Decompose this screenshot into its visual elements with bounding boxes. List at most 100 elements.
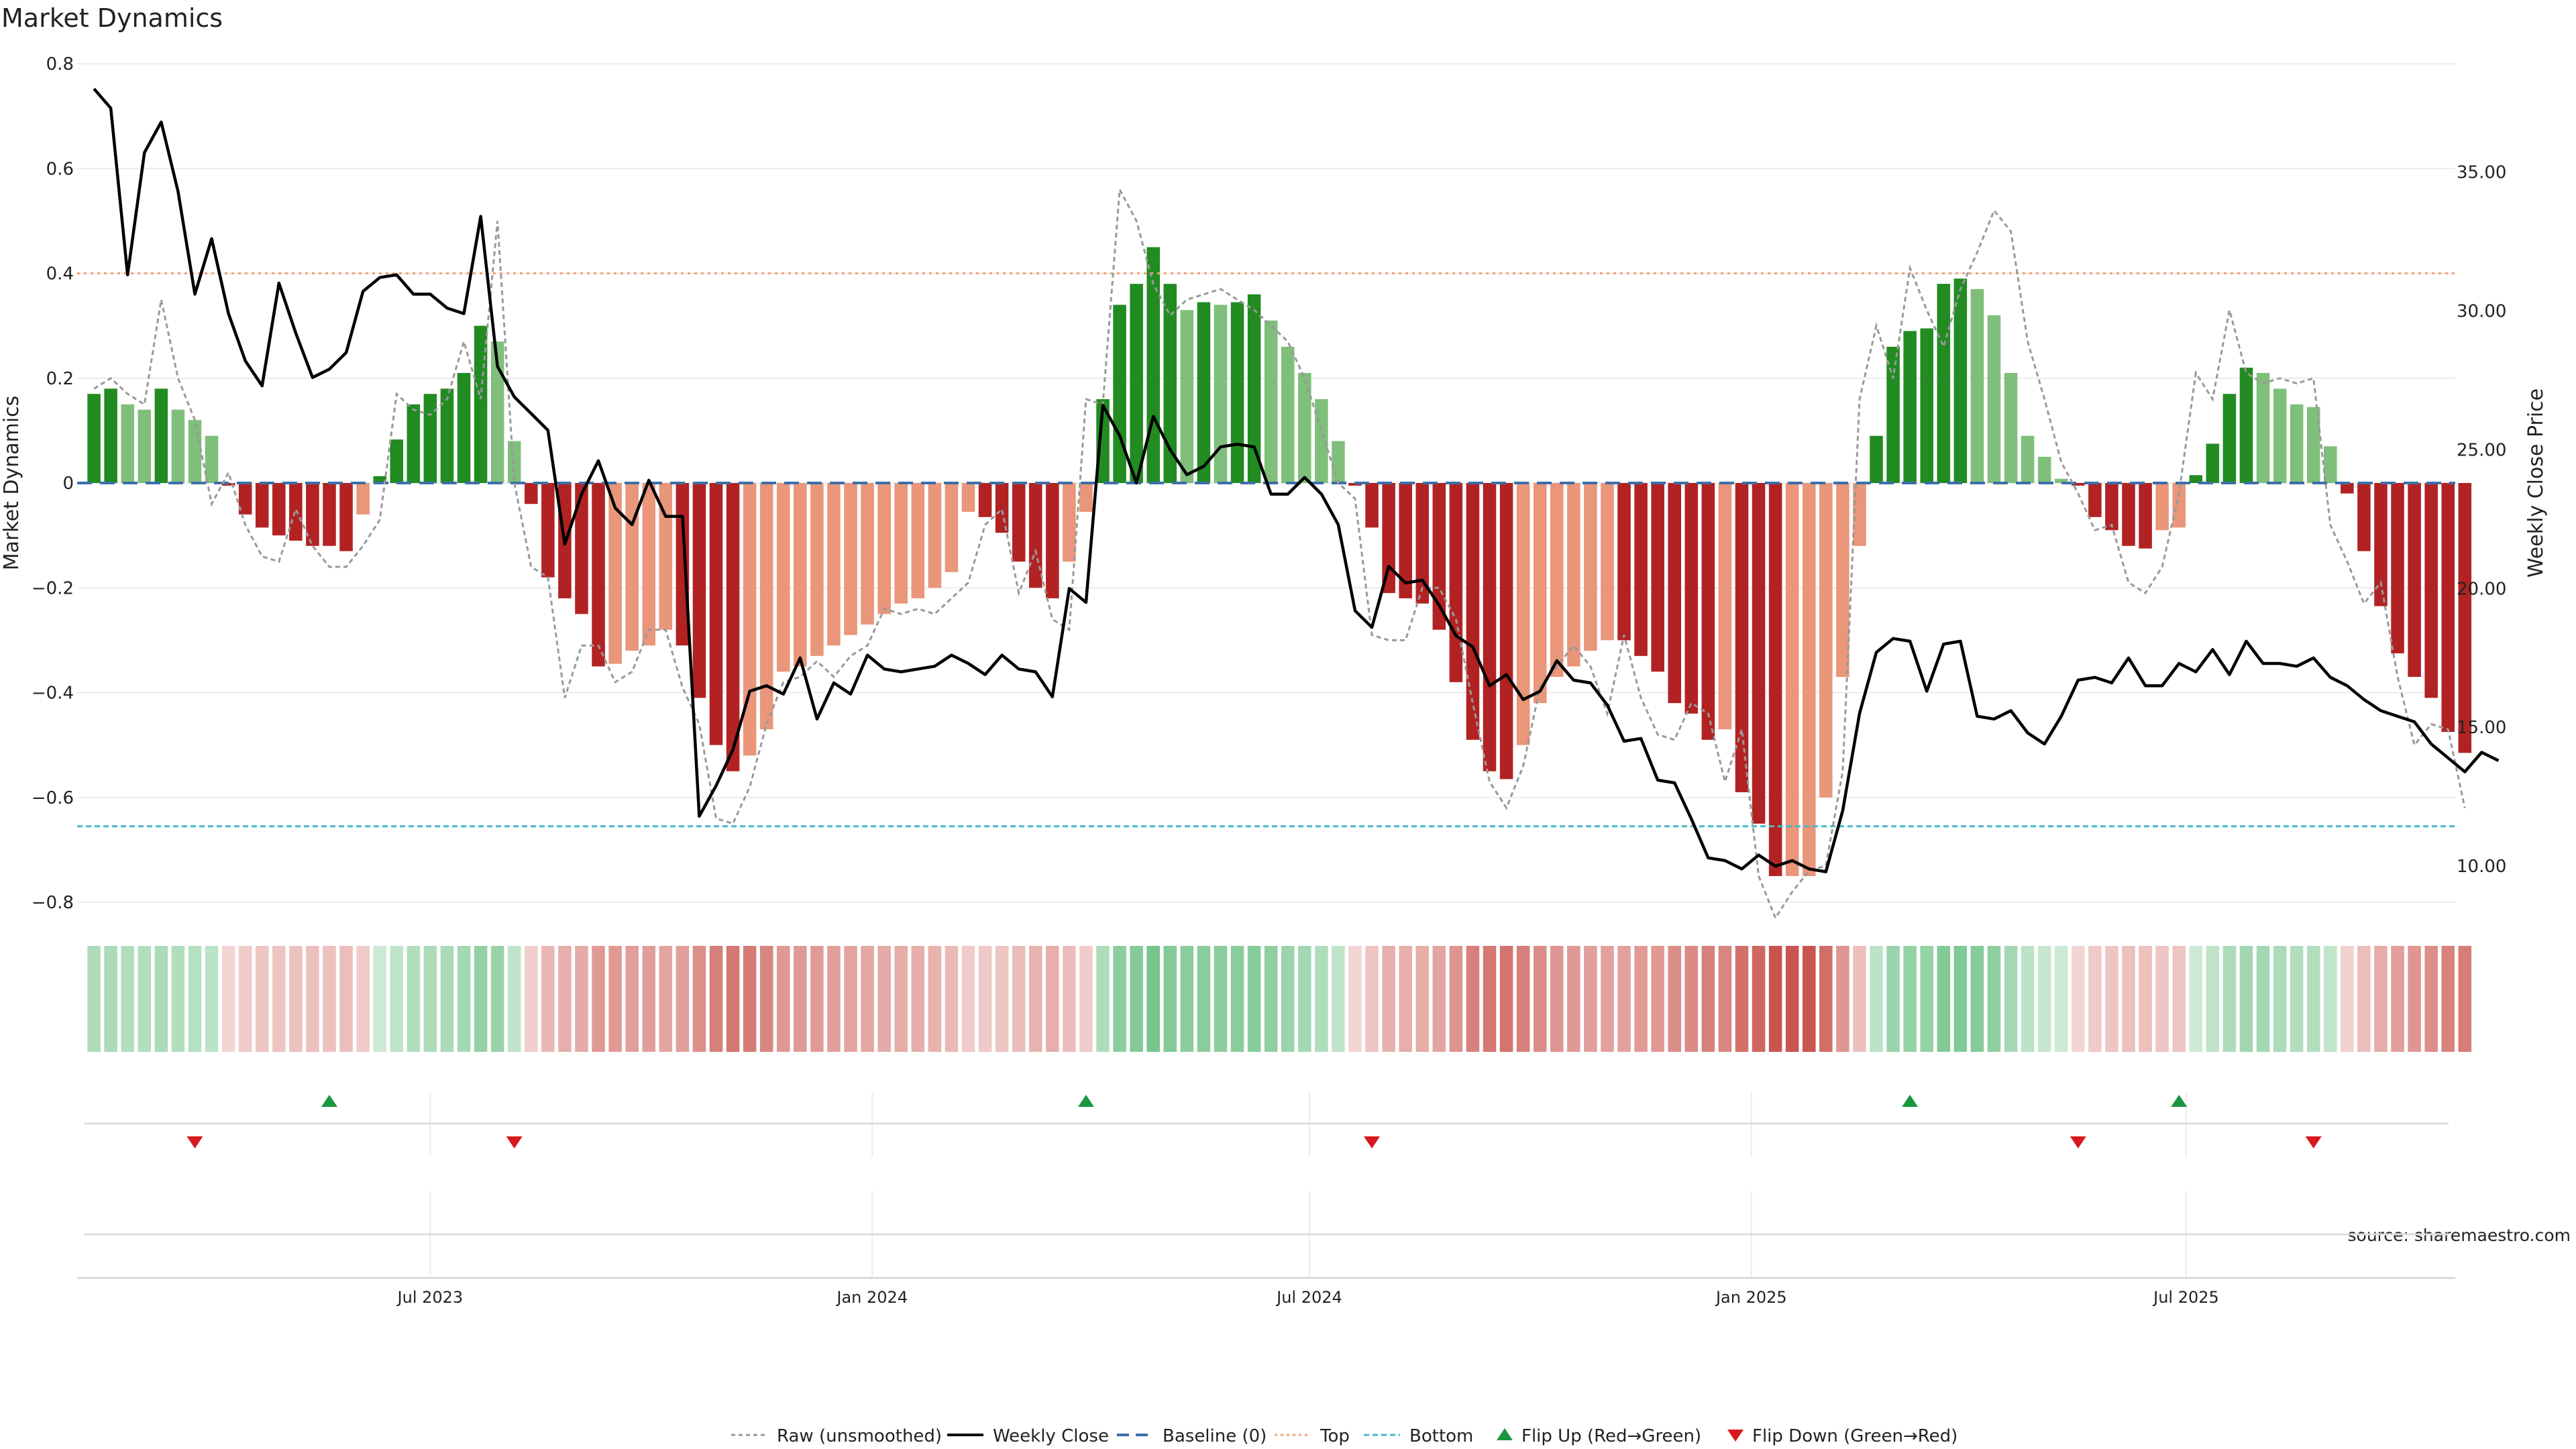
heat-strip-cell [188,946,202,1052]
bar [1247,294,1261,483]
bar [2072,483,2085,486]
bar [306,483,319,546]
bar [1466,483,1480,740]
heat-strip-cell [844,946,857,1052]
left-tick-label: 0.8 [46,54,74,74]
legend-label: Top [1320,1426,1350,1446]
heat-strip-cell [1163,946,1177,1052]
heat-strip-cell [1970,946,1984,1052]
bar [575,483,588,614]
heat-strip-cell [306,946,319,1052]
bar [810,483,824,656]
heat-strip-cell [2072,946,2085,1052]
heat-strip-cell [894,946,908,1052]
heat-strip-cell [1298,946,1311,1052]
bar [1853,483,1866,546]
heat-strip-cell [1819,946,1833,1052]
bar [2374,483,2387,606]
bar [2222,394,2237,483]
bar [1113,305,1126,483]
heat-strip-cell [978,946,992,1052]
heat-strip-cell [507,946,521,1052]
left-tick-label: 0 [62,474,74,494]
heat-strip-cell [1752,946,1766,1052]
lines-group [77,87,2500,920]
bar [373,476,386,483]
bar [138,409,152,483]
heat-strip-cell [1718,946,1732,1052]
bar [2324,446,2337,483]
weekly-close-line [93,87,2500,873]
bar [2021,435,2035,483]
legend-label: Raw (unsmoothed) [777,1426,942,1446]
bar [1197,302,1211,483]
heat-strip [87,946,2472,1052]
heat-strip-cell [911,946,925,1052]
heat-strip-cell [1264,946,1278,1052]
heat-strip-cell [1785,946,1799,1052]
heat-strip-cell [1499,946,1513,1052]
bar [1886,346,1900,483]
heat-strip-cell [1332,946,1345,1052]
bar [171,409,185,483]
heat-strip-cell [1146,946,1160,1052]
bar [289,483,303,541]
flip-down-marker [1364,1136,1381,1148]
bar [608,483,622,664]
heat-strip-cell [827,946,841,1052]
heat-strip-cell [1567,946,1580,1052]
heat-strip-cell [1096,946,1110,1052]
bar [1584,483,1597,651]
heat-strip-cell [1130,946,1143,1052]
bar [1012,483,1026,562]
bar [1651,483,1664,672]
flip-down-marker [2070,1136,2086,1148]
bar [2122,483,2135,546]
bars-group [87,247,2472,876]
heat-strip-cell [1197,946,1211,1052]
bar [2408,483,2421,678]
heat-strip-cell [1432,946,1446,1052]
bar [1298,372,1311,483]
bar [1634,483,1648,656]
heat-strip-cell [2306,946,2320,1052]
heat-strip-cell [2408,946,2421,1052]
heat-strip-cell [524,946,538,1052]
heat-strip-cell [776,946,790,1052]
bar [1449,483,1463,682]
heat-strip-cell [995,946,1009,1052]
bar [1718,483,1732,730]
heat-strip-cell [2088,946,2102,1052]
legend-label: Bottom [1409,1426,1473,1446]
legend-label: Baseline (0) [1163,1426,1267,1446]
bar [676,483,690,646]
bar [1130,284,1143,483]
bar [507,441,521,483]
legend-swatch-flip-down [1727,1430,1743,1442]
heat-strip-cell [558,946,572,1052]
bar [844,483,857,635]
bar [1903,331,1917,483]
right-tick-label: 15.00 [2457,718,2506,738]
heat-strip-cell [794,946,807,1052]
bar [961,483,975,512]
legend: Raw (unsmoothed) Weekly Close Baseline (0)… [731,1426,1957,1446]
heat-strip-cell [1214,946,1228,1052]
bar [2306,407,2320,483]
flip-down-marker [506,1136,523,1148]
bar [1617,483,1631,641]
bar [945,483,959,572]
heat-strip-cell [592,946,605,1052]
heat-strip-cell [2222,946,2237,1052]
heat-strip-cell [1601,946,1614,1052]
heat-strip-cell [2357,946,2371,1052]
right-tick-label: 30.00 [2457,301,2506,321]
heat-strip-cell [575,946,588,1052]
bar [1785,483,1799,876]
heat-strip-cell [255,946,269,1052]
grid-lines [77,63,2455,1278]
heat-strip-cell [289,946,303,1052]
heat-strip-cell [1584,946,1597,1052]
bar [1180,310,1194,483]
heat-strip-cell [323,946,336,1052]
